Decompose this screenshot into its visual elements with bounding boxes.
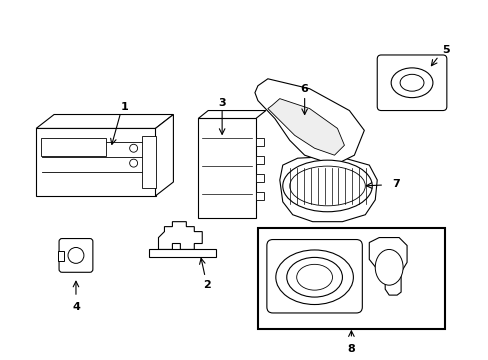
Bar bbox=[36, 129, 155, 196]
Polygon shape bbox=[158, 222, 202, 249]
FancyBboxPatch shape bbox=[376, 55, 446, 111]
Bar bbox=[41, 138, 105, 156]
Ellipse shape bbox=[286, 257, 342, 297]
Text: 4: 4 bbox=[72, 302, 80, 312]
Text: 8: 8 bbox=[347, 344, 355, 354]
Polygon shape bbox=[198, 111, 265, 118]
Text: 6: 6 bbox=[300, 84, 308, 94]
Text: 2: 2 bbox=[203, 280, 211, 290]
Circle shape bbox=[129, 159, 137, 167]
Polygon shape bbox=[155, 114, 173, 196]
Ellipse shape bbox=[275, 250, 353, 305]
Polygon shape bbox=[368, 238, 406, 295]
Polygon shape bbox=[254, 79, 364, 165]
Text: 3: 3 bbox=[218, 98, 225, 108]
FancyBboxPatch shape bbox=[266, 239, 362, 313]
Bar bbox=[198, 118, 255, 218]
Ellipse shape bbox=[296, 264, 332, 290]
Polygon shape bbox=[36, 114, 173, 129]
Bar bbox=[142, 136, 155, 188]
Polygon shape bbox=[279, 156, 376, 222]
Text: 5: 5 bbox=[441, 45, 449, 55]
Circle shape bbox=[68, 247, 84, 264]
Text: 1: 1 bbox=[121, 102, 128, 112]
Ellipse shape bbox=[374, 249, 402, 285]
Bar bbox=[257, 228, 444, 329]
Bar bbox=[255, 156, 264, 164]
Bar bbox=[148, 249, 216, 257]
Circle shape bbox=[129, 144, 137, 152]
Bar bbox=[58, 251, 64, 261]
Bar bbox=[255, 138, 264, 146]
Ellipse shape bbox=[399, 74, 423, 91]
Ellipse shape bbox=[282, 160, 371, 212]
Bar bbox=[255, 192, 264, 200]
Ellipse shape bbox=[390, 68, 432, 98]
Bar bbox=[255, 174, 264, 182]
FancyBboxPatch shape bbox=[59, 239, 93, 272]
Text: 7: 7 bbox=[391, 179, 399, 189]
Polygon shape bbox=[267, 99, 344, 155]
